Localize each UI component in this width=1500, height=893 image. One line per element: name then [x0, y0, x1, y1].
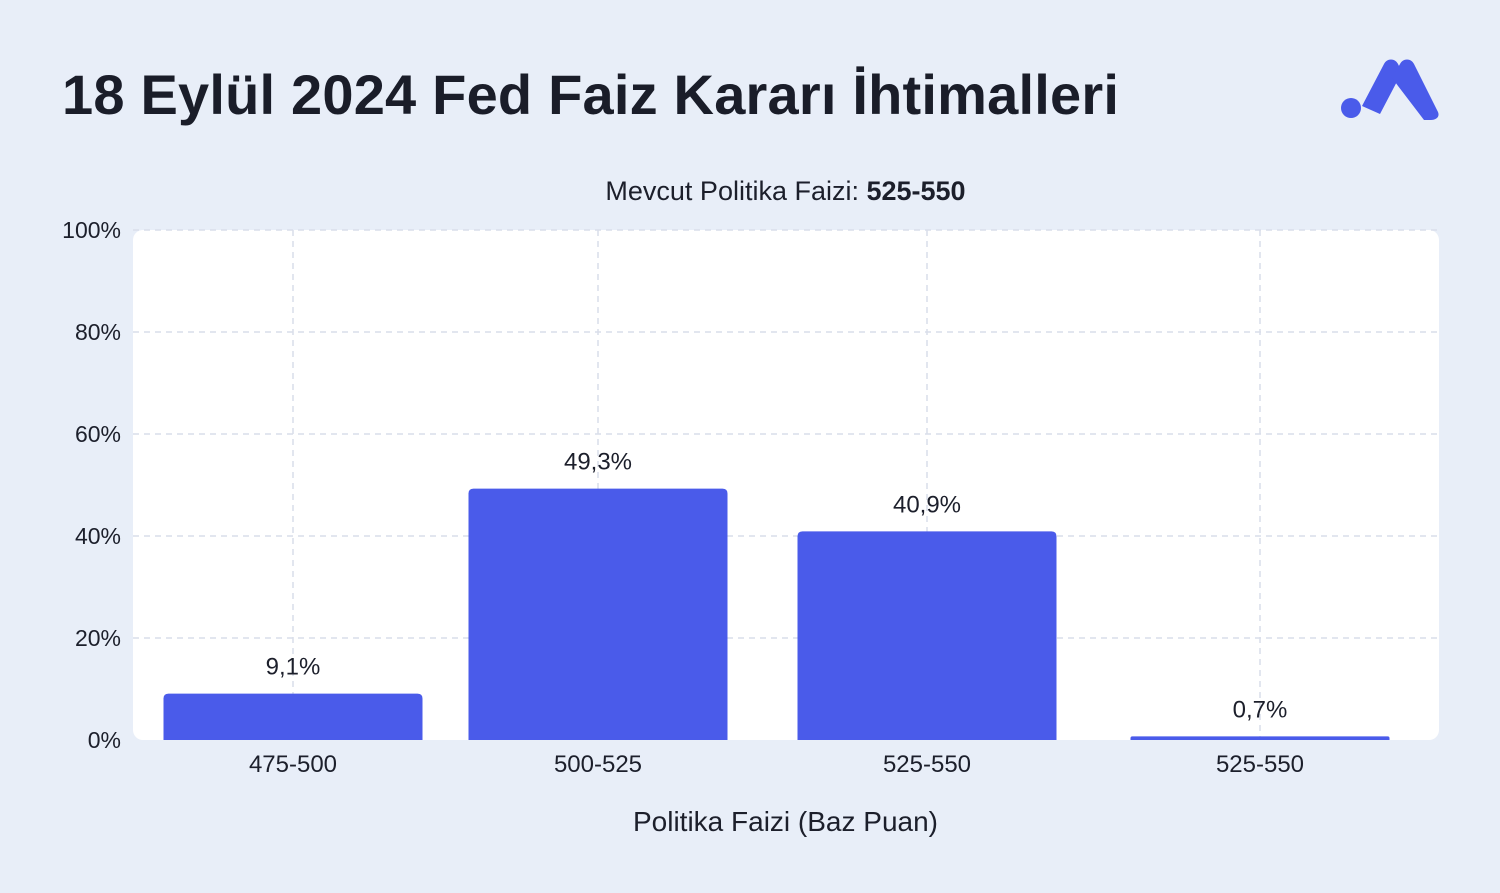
chart-subtitle: Mevcut Politika Faizi: 525-550 — [0, 176, 1500, 207]
brand-m-icon — [1341, 59, 1439, 120]
subtitle-prefix: Mevcut Politika Faizi: — [605, 176, 867, 206]
subtitle-value: 525-550 — [866, 176, 966, 206]
bar — [468, 488, 728, 740]
x-tick-label: 525-550 — [883, 751, 971, 778]
y-tick-label: 80% — [75, 319, 121, 345]
x-tick-label: 500-525 — [554, 751, 642, 778]
bar — [163, 693, 423, 740]
data-label: 0,7% — [1233, 696, 1288, 723]
y-tick-label: 20% — [75, 625, 121, 651]
bar — [1130, 736, 1390, 740]
y-tick-label: 0% — [88, 727, 121, 753]
data-label: 49,3% — [564, 449, 632, 476]
x-tick-label: 475-500 — [249, 751, 337, 778]
y-tick-label: 60% — [75, 421, 121, 447]
data-label: 40,9% — [893, 491, 961, 518]
y-tick-label: 40% — [75, 523, 121, 549]
x-axis-label: Politika Faizi (Baz Puan) — [632, 806, 938, 837]
page-title: 18 Eylül 2024 Fed Faiz Kararı İhtimaller… — [62, 63, 1120, 126]
data-label: 9,1% — [266, 654, 321, 681]
plot-area — [133, 230, 1439, 740]
y-tick-label: 100% — [62, 217, 121, 243]
x-tick-label: 525-550 — [1216, 751, 1304, 778]
bar — [797, 531, 1057, 740]
